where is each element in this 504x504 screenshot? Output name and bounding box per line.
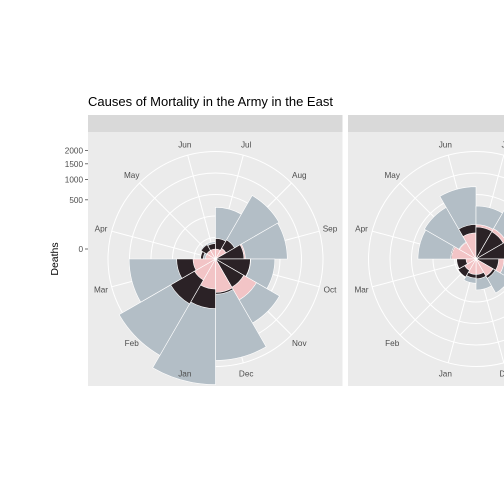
y-tick-label: 1000	[65, 175, 84, 184]
month-label: Nov	[292, 339, 307, 348]
month-label: Mar	[354, 286, 368, 295]
facet-panel-1854: APRIL 1854 TO MARCH 1855AprMayJunJulAugS…	[88, 115, 343, 386]
month-label: May	[384, 171, 400, 180]
grid-ring	[368, 151, 504, 367]
y-tick-label: 500	[69, 196, 83, 205]
panel-plot-area	[368, 151, 504, 367]
month-label: Dec	[239, 370, 254, 379]
wedge-series-2	[192, 258, 217, 271]
month-label: May	[124, 171, 140, 180]
y-tick-label: 0	[78, 245, 83, 254]
month-label: Feb	[125, 339, 140, 348]
facet-strip	[348, 115, 504, 132]
wedge-series-2	[465, 258, 478, 265]
wedge-series-0	[214, 195, 280, 260]
grid-spoke	[111, 230, 216, 260]
month-label: Jul	[241, 141, 252, 150]
chart-title: Causes of Mortality in the Army in the E…	[88, 94, 333, 109]
grid-spoke	[187, 155, 216, 260]
month-label: Sep	[323, 224, 338, 233]
facet-panel-1855: APRIL 1855 TO MARCH 1856AprMayJunJulAugS…	[348, 115, 504, 386]
month-label: Oct	[324, 286, 337, 295]
month-label: Mar	[94, 286, 108, 295]
grid-ring	[389, 172, 504, 346]
month-label: Jan	[178, 370, 192, 379]
panel-plot-area	[107, 151, 324, 385]
month-label: Jan	[439, 370, 453, 379]
month-label: Jun	[439, 141, 453, 150]
month-label: Jun	[178, 141, 192, 150]
month-label: Jul	[501, 141, 504, 150]
month-label: Apr	[95, 224, 108, 233]
y-tick-label: 1500	[65, 160, 84, 169]
month-label: Feb	[385, 339, 400, 348]
y-axis-label: Deaths	[49, 242, 61, 275]
y-axis-ticks: 0 500 1000 1500 2000	[65, 147, 88, 254]
y-tick-label: 2000	[65, 147, 84, 156]
month-label: Aug	[292, 171, 307, 180]
month-label: Dec	[499, 370, 504, 379]
facet-strip	[88, 115, 343, 132]
wedge-series-1	[474, 242, 504, 260]
month-label: Apr	[355, 224, 368, 233]
